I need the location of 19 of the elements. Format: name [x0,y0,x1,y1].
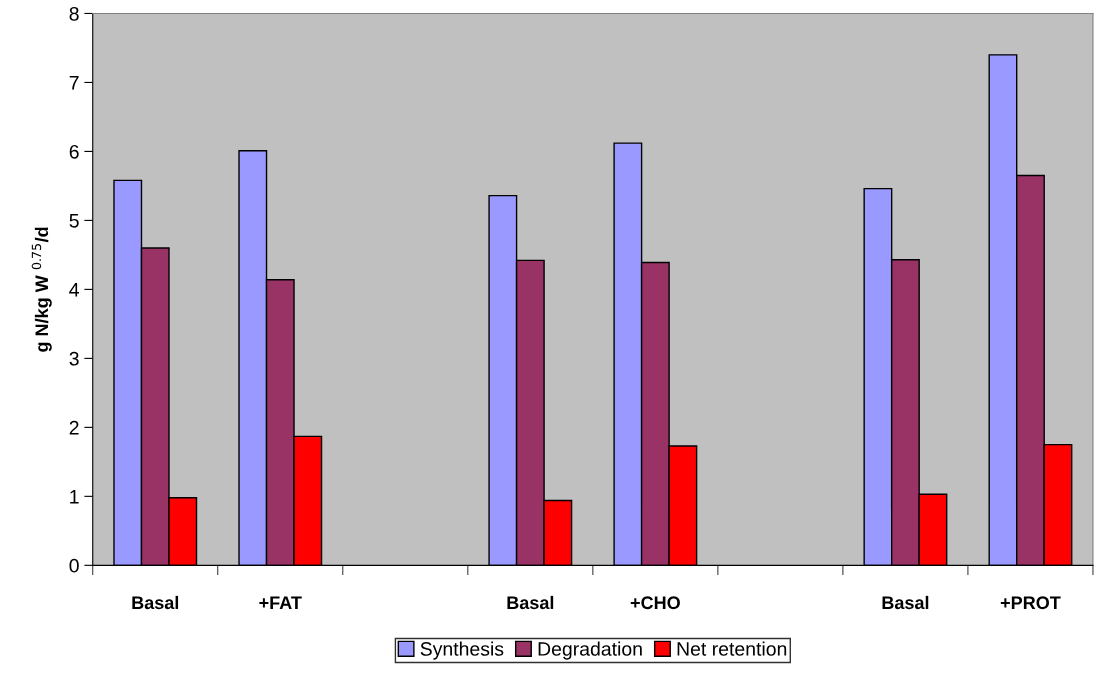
legend-label: Degradation [538,641,642,660]
x-tick-label: Basal [507,595,554,610]
y-tick-label: 4 [69,283,79,297]
x-tick-label: +CHO [630,596,680,610]
y-axis-title: g N/kg W $^{0.75}$/d [31,227,52,352]
x-tick-label: +FAT [259,596,302,609]
y-tick-label: 0 [69,558,79,573]
y-tick-label: 6 [69,144,79,159]
y-tick-label: 2 [69,420,79,435]
y-tick-label: 3 [69,351,79,366]
legend-label: Synthesis [420,641,504,660]
x-tick-label: Basal [882,595,929,610]
x-tick-label: Basal [132,595,179,610]
y-tick-label: 1 [70,490,79,504]
y-tick-label: 8 [69,6,79,21]
y-tick-label: 7 [69,76,79,90]
legend-label: Net retention [677,641,787,656]
x-tick-label: +PROT [1000,596,1061,610]
y-tick-label: 5 [69,214,79,228]
